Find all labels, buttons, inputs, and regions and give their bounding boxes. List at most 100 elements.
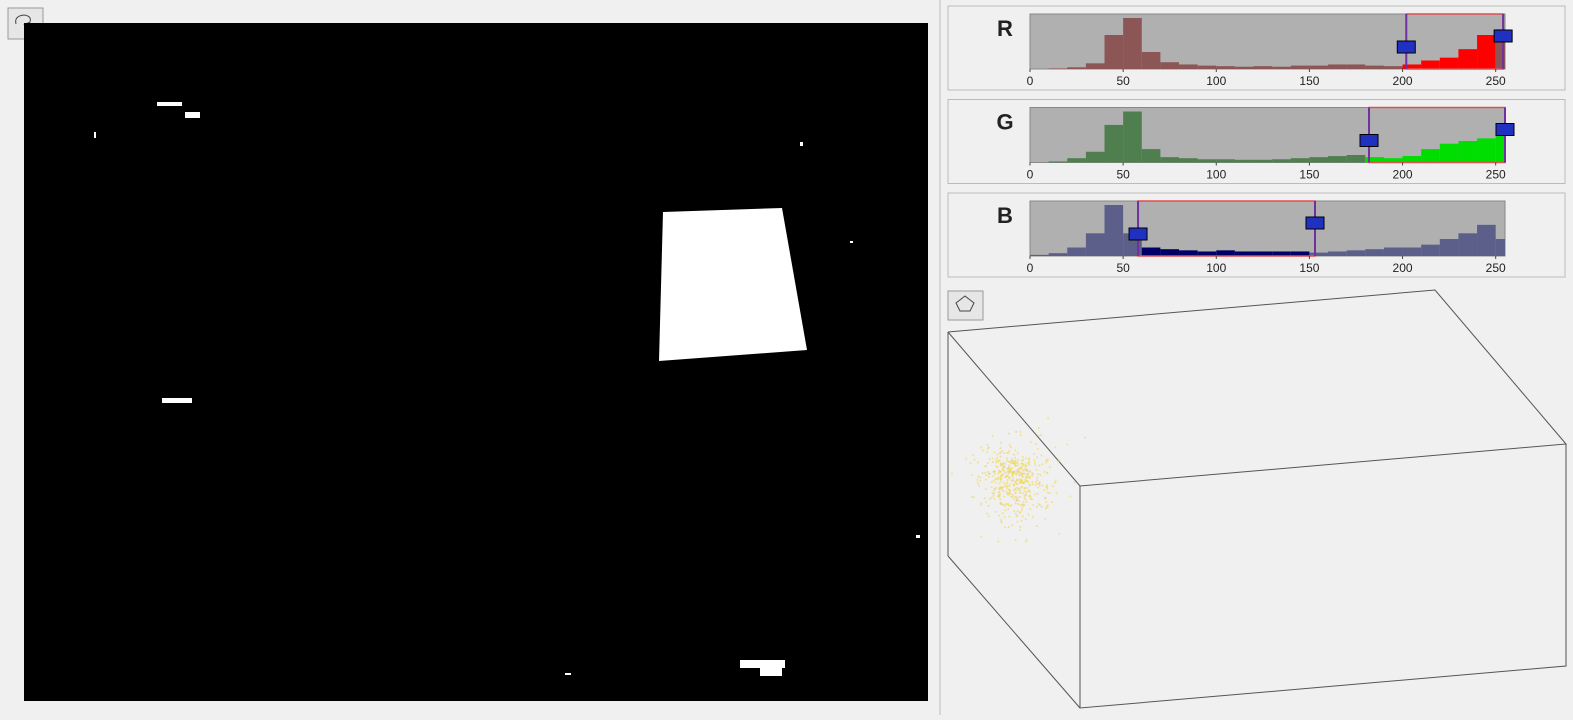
max-handle[interactable] (1495, 123, 1515, 136)
histogram-bar (1402, 247, 1422, 256)
point (1000, 480, 1003, 483)
point (1020, 465, 1023, 468)
point (1022, 482, 1025, 485)
mask-blobs (94, 102, 920, 676)
point (1020, 486, 1023, 489)
point (1046, 484, 1049, 487)
point (984, 500, 987, 503)
point (1008, 443, 1011, 446)
point (1004, 471, 1007, 474)
point (984, 471, 987, 474)
point (1000, 487, 1003, 490)
point (970, 496, 973, 499)
histogram-bar (1290, 65, 1310, 69)
point (1008, 485, 1011, 488)
point (1027, 457, 1030, 460)
point (1024, 480, 1027, 483)
point (977, 484, 980, 487)
point (983, 497, 986, 500)
point (1084, 436, 1087, 439)
point (1017, 487, 1020, 490)
point (986, 451, 989, 454)
point (997, 478, 1000, 481)
point (1019, 488, 1022, 491)
min-handle[interactable] (1359, 134, 1379, 147)
point (1013, 464, 1016, 467)
point (1003, 504, 1006, 507)
polygon-button[interactable] (947, 290, 984, 321)
point (1035, 456, 1038, 459)
point (1052, 485, 1055, 488)
min-handle[interactable] (1396, 40, 1416, 54)
point (1024, 496, 1027, 499)
polygon-icon (955, 295, 975, 312)
point (1019, 466, 1022, 469)
point (1040, 454, 1043, 457)
point (1069, 495, 1072, 498)
x-tick-label: 100 (1206, 261, 1226, 275)
histogram-bar (1272, 251, 1291, 256)
histogram-bar (1421, 60, 1440, 69)
histogram-bar (1067, 158, 1086, 163)
point (1010, 458, 1013, 461)
point (1043, 489, 1046, 492)
point (1016, 510, 1019, 513)
histogram-bar (1216, 250, 1235, 256)
point (1004, 476, 1007, 479)
point (992, 470, 995, 473)
point (1023, 472, 1026, 475)
point (1009, 460, 1012, 463)
point (1034, 483, 1037, 486)
x-tick-label: 50 (1116, 168, 1130, 182)
max-handle[interactable] (1493, 29, 1513, 43)
point (1007, 492, 1010, 495)
point (987, 504, 990, 507)
histogram-bar (1067, 247, 1086, 256)
point (971, 454, 974, 457)
point (997, 459, 1000, 462)
point (1037, 434, 1040, 437)
point (1003, 495, 1006, 498)
point (994, 481, 997, 484)
point (1014, 470, 1017, 473)
min-handle[interactable] (1128, 227, 1148, 241)
point (1032, 452, 1035, 455)
histogram-bar (1253, 159, 1273, 163)
point (1025, 465, 1028, 468)
histogram-bar (1477, 138, 1496, 163)
point (999, 455, 1002, 458)
point (992, 479, 995, 482)
point (1008, 515, 1011, 518)
histogram-bar (1234, 251, 1254, 256)
histogram-bar (1085, 151, 1105, 163)
point (1031, 483, 1034, 486)
point (1021, 503, 1024, 506)
histogram-bar (1477, 224, 1496, 256)
point (977, 475, 980, 478)
point (990, 496, 993, 499)
point (1017, 458, 1020, 461)
max-handle[interactable] (1305, 216, 1325, 230)
point (993, 487, 996, 490)
point (1024, 518, 1027, 521)
point (1016, 520, 1019, 523)
point (1011, 472, 1014, 475)
histogram-bar (1141, 149, 1161, 163)
point (1007, 466, 1010, 469)
point (986, 462, 989, 465)
histogram-bar (1123, 18, 1142, 69)
point (987, 515, 990, 518)
point (1031, 472, 1034, 475)
histogram-bar (1160, 157, 1180, 163)
point (1012, 478, 1015, 481)
point (1021, 515, 1024, 518)
point (1021, 468, 1024, 471)
point (1039, 474, 1042, 477)
point (1028, 489, 1031, 492)
point (984, 465, 987, 468)
histogram-bar (1067, 67, 1086, 69)
point (1004, 509, 1007, 512)
point (1029, 507, 1032, 510)
histogram-bar (1216, 159, 1235, 163)
